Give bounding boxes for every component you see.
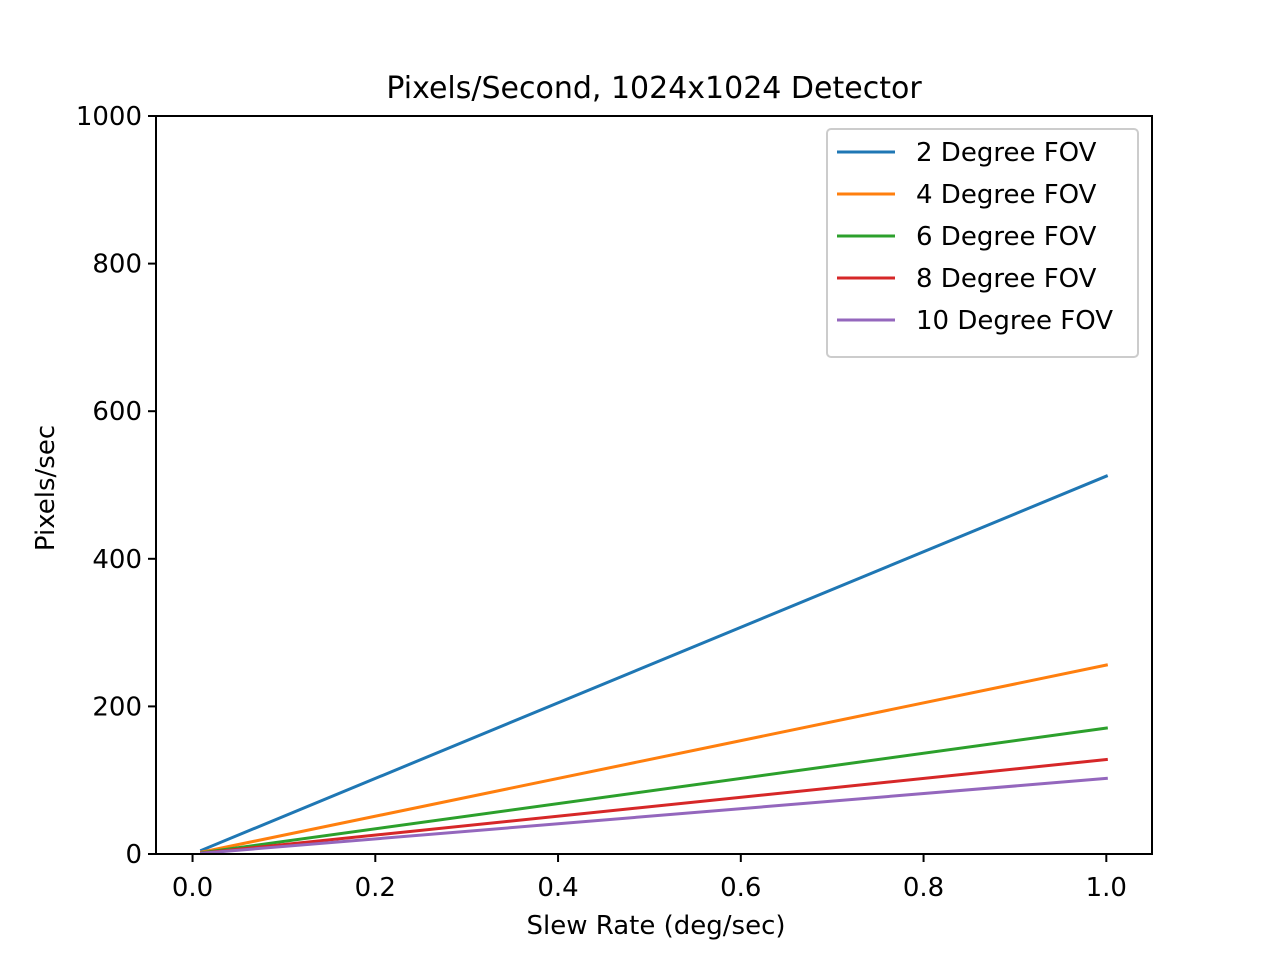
legend-item-2-degree-fov: 2 Degree FOV	[837, 138, 1097, 168]
y-tick-600: 600	[92, 397, 156, 427]
y-tick-1000: 1000	[76, 102, 156, 132]
legend-item-10-degree-fov: 10 Degree FOV	[837, 306, 1113, 336]
legend-item-8-degree-fov: 8 Degree FOV	[837, 264, 1097, 294]
legend-label: 8 Degree FOV	[916, 264, 1097, 294]
series-line-4-degree-fov	[199, 663, 1109, 854]
x-tick-1-0: 1.0	[1086, 854, 1127, 903]
chart-title: Pixels/Second, 1024x1024 Detector	[386, 71, 922, 106]
y-tick-400: 400	[92, 545, 156, 575]
series-line-6-degree-fov	[199, 726, 1109, 855]
x-tick-label: 0.8	[903, 873, 944, 903]
x-tick-label: 0.0	[172, 873, 213, 903]
legend-box	[826, 128, 1139, 358]
y-tick-label: 600	[92, 397, 142, 427]
series-line-10-degree-fov	[200, 776, 1108, 855]
x-axis: 0.0 0.2 0.4 0.6 0.8 1.0	[172, 854, 1127, 903]
y-tick-0: 0	[125, 840, 156, 870]
y-axis: 0 200 400 600 800 1000	[76, 102, 156, 870]
x-tick-0-4: 0.4	[537, 854, 579, 903]
series-layer	[199, 474, 1109, 855]
x-tick-label: 1.0	[1086, 873, 1127, 903]
x-tick-0-0: 0.0	[172, 854, 213, 903]
x-tick-0-6: 0.6	[720, 854, 761, 903]
x-tick-0-2: 0.2	[355, 854, 396, 903]
x-tick-label: 0.4	[537, 873, 578, 903]
y-tick-label: 400	[92, 545, 142, 575]
y-tick-label: 800	[92, 250, 142, 280]
legend-item-4-degree-fov: 4 Degree FOV	[837, 180, 1097, 210]
plot-frame	[155, 115, 1153, 855]
y-axis-label: Pixels/sec	[31, 425, 61, 551]
y-tick-label: 0	[125, 840, 142, 870]
legend-item-6-degree-fov: 6 Degree FOV	[837, 222, 1097, 252]
x-tick-0-8: 0.8	[903, 854, 944, 903]
legend-label: 10 Degree FOV	[916, 306, 1113, 336]
y-tick-800: 800	[92, 250, 156, 280]
series-line-8-degree-fov	[200, 757, 1108, 855]
x-tick-label: 0.6	[720, 873, 761, 903]
legend-label: 2 Degree FOV	[916, 138, 1097, 168]
x-tick-label: 0.2	[355, 873, 396, 903]
legend-label: 6 Degree FOV	[916, 222, 1097, 252]
x-axis-label: Slew Rate (deg/sec)	[526, 911, 785, 941]
y-tick-label: 200	[92, 692, 142, 722]
series-line-2-degree-fov	[199, 474, 1109, 853]
legend-label: 4 Degree FOV	[916, 180, 1097, 210]
y-tick-label: 1000	[76, 102, 142, 132]
y-tick-200: 200	[92, 692, 156, 722]
legend: 2 Degree FOV 4 Degree FOV 6 Degree FOV 8 De…	[826, 128, 1139, 358]
